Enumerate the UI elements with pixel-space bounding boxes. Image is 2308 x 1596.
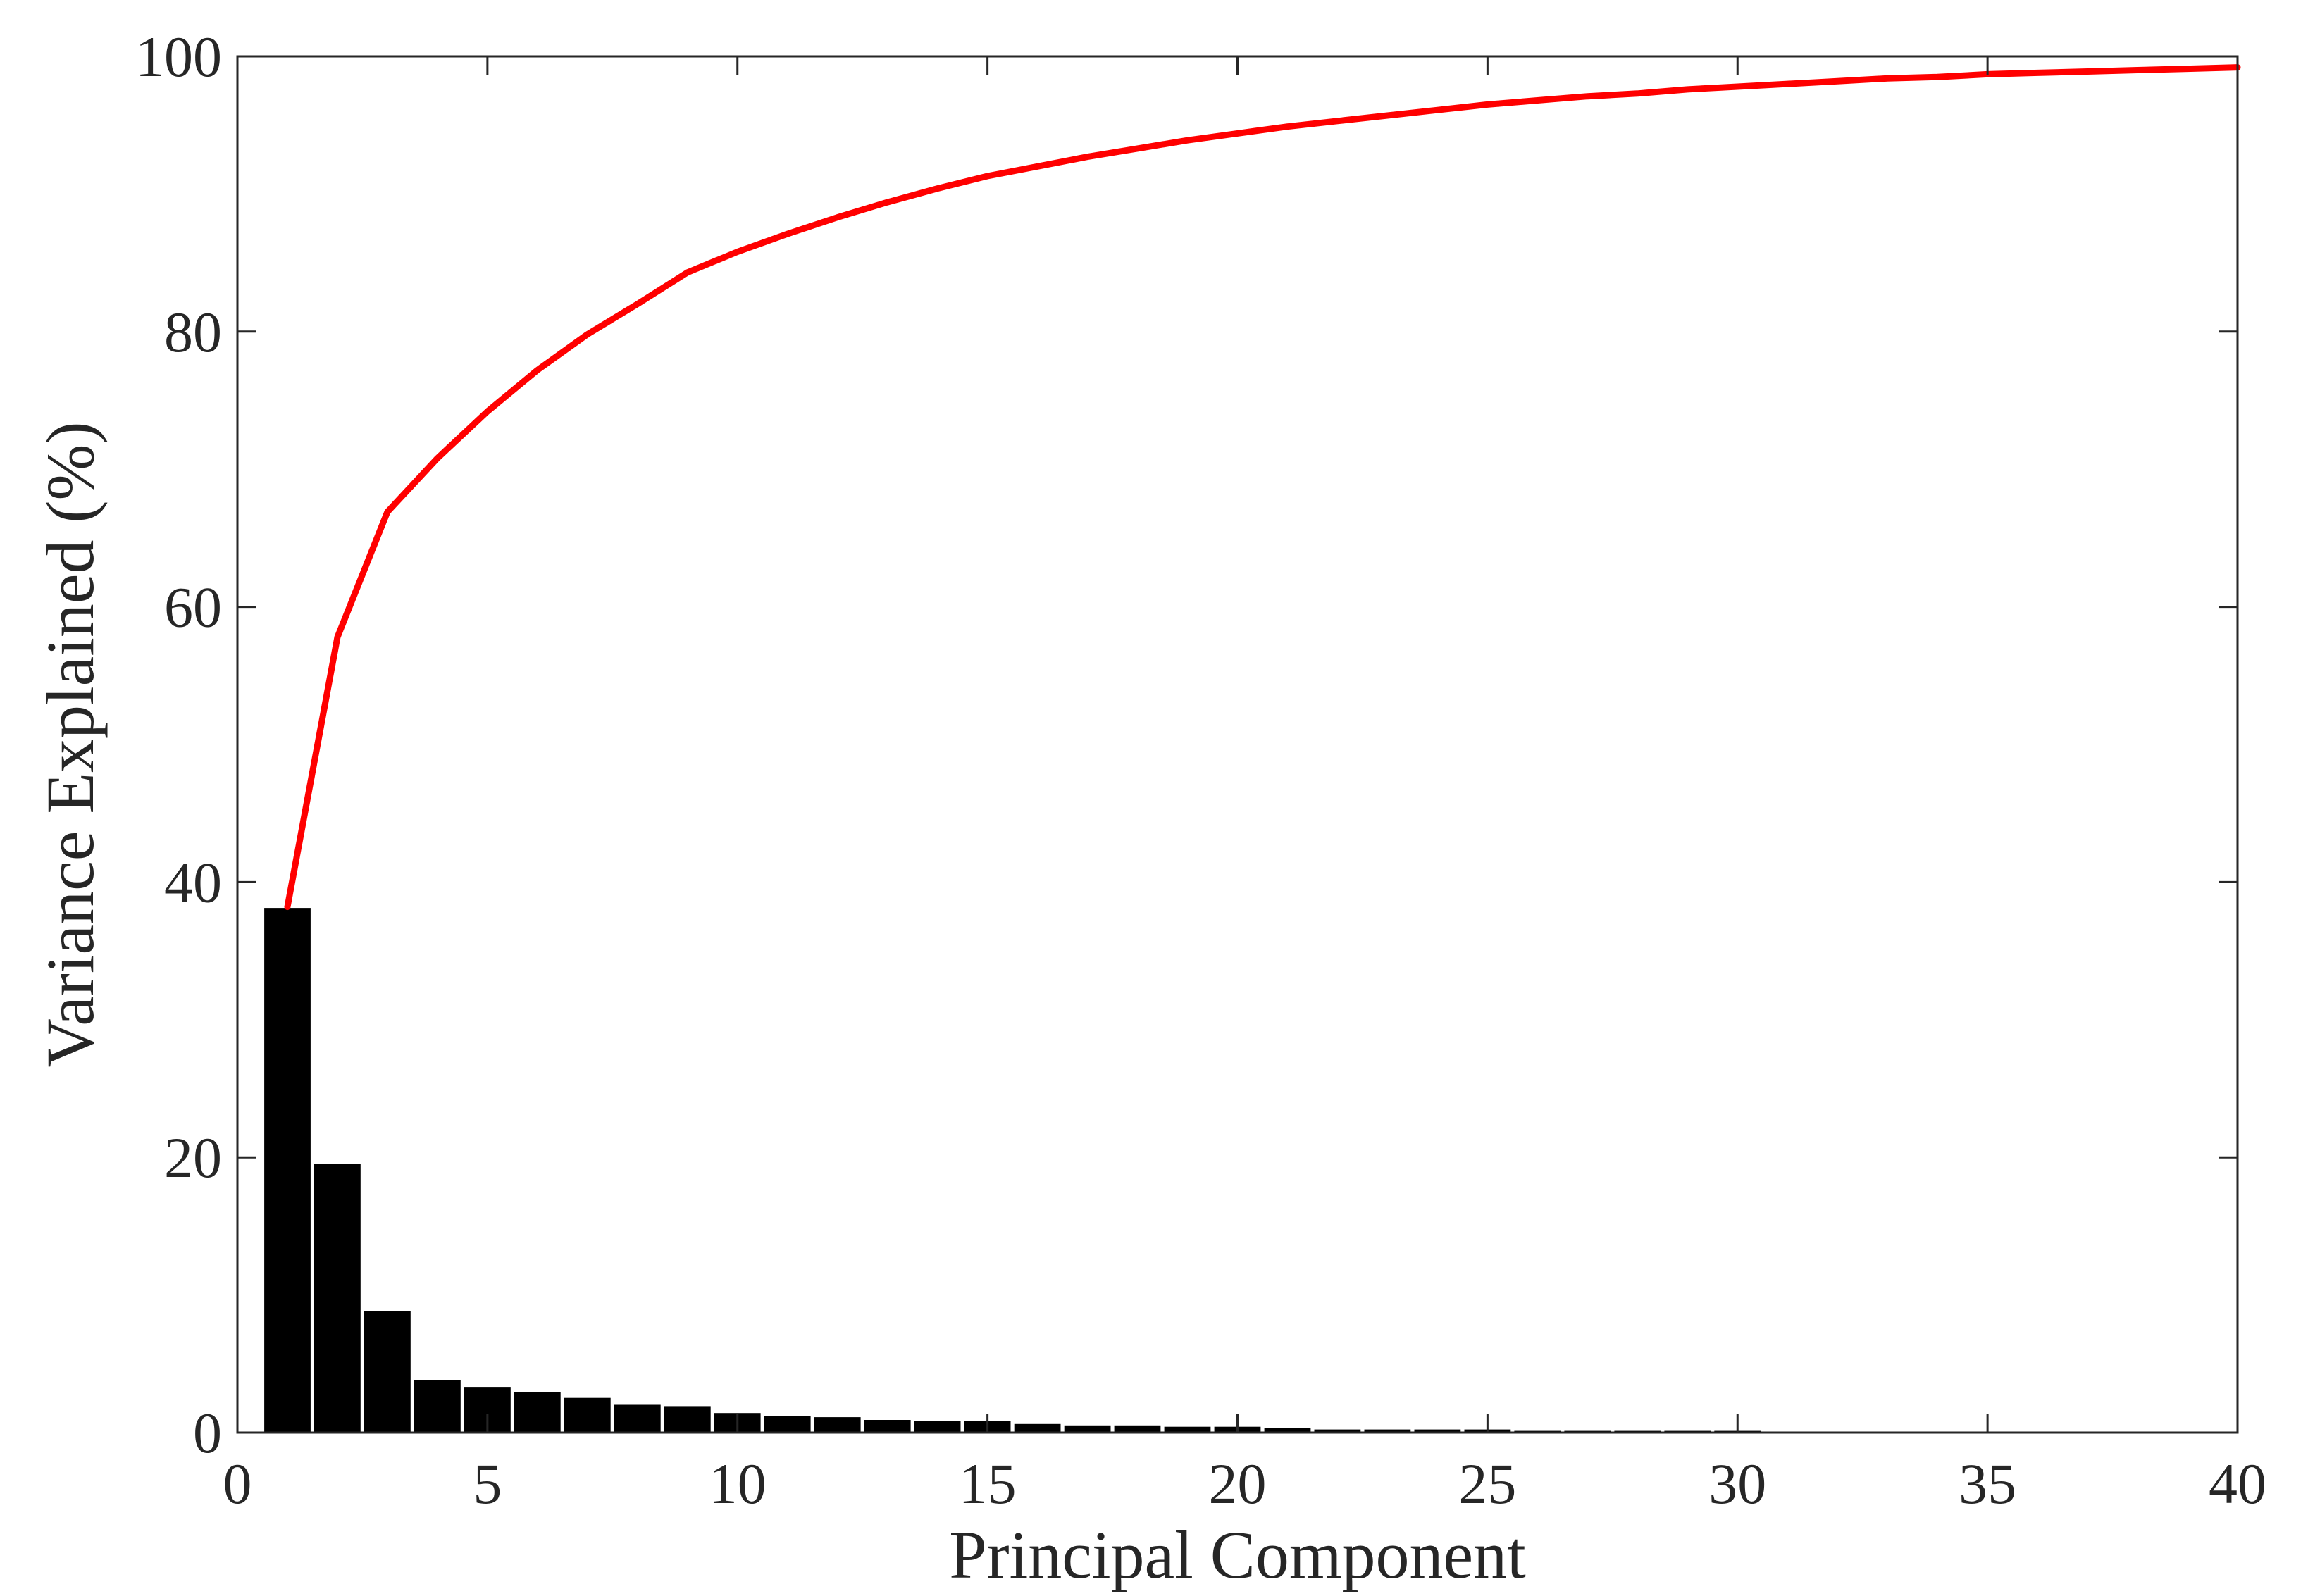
- bar-pc-8: [612, 1402, 663, 1434]
- x-tick-label: 20: [1209, 1452, 1267, 1516]
- bar-pc-9: [662, 1404, 713, 1434]
- x-tick-label: 40: [2209, 1452, 2266, 1516]
- x-tick-labels: 0 5 10 15 20 25 30 35 40: [223, 1452, 2267, 1516]
- bar-pc-11: [762, 1414, 813, 1434]
- bar-series: [262, 906, 1913, 1434]
- cumulative-variance-line: [284, 64, 2241, 911]
- y-tick-label: 20: [164, 1126, 222, 1190]
- bar-pc-18: [1112, 1423, 1163, 1434]
- y-tick-label: 100: [135, 25, 222, 89]
- tick-marks: [236, 55, 2239, 1434]
- y-tick-label: 0: [193, 1401, 222, 1465]
- cumulative-line-series: [284, 64, 2241, 911]
- x-tick-label: 35: [1959, 1452, 2016, 1516]
- y-axis-title: Variance Explained (%): [32, 422, 108, 1068]
- x-tick-label: 5: [473, 1452, 502, 1516]
- bar-pc-7: [562, 1395, 613, 1434]
- y-tick-label: 60: [164, 575, 222, 640]
- x-tick-label: 25: [1458, 1452, 1516, 1516]
- y-tick-labels: 0 20 40 60 80 100: [135, 25, 222, 1465]
- bar-pc-12: [812, 1415, 863, 1434]
- bar-pc-4: [412, 1378, 463, 1434]
- bar-pc-17: [1062, 1423, 1113, 1434]
- bar-pc-1: [262, 906, 313, 1434]
- bar-pc-16: [1012, 1421, 1063, 1434]
- y-tick-label: 40: [164, 850, 222, 914]
- x-tick-label: 10: [709, 1452, 767, 1516]
- x-axis-title: Principal Component: [949, 1517, 1526, 1592]
- x-tick-label: 30: [1708, 1452, 1766, 1516]
- y-tick-label: 80: [164, 300, 222, 364]
- bar-pc-6: [511, 1390, 563, 1434]
- bar-pc-2: [312, 1161, 363, 1434]
- x-tick-label: 0: [223, 1452, 252, 1516]
- bar-pc-14: [912, 1419, 963, 1434]
- axes-box: [236, 55, 2239, 1434]
- bar-pc-3: [362, 1309, 413, 1434]
- bar-pc-13: [862, 1418, 913, 1434]
- x-tick-label: 15: [959, 1452, 1017, 1516]
